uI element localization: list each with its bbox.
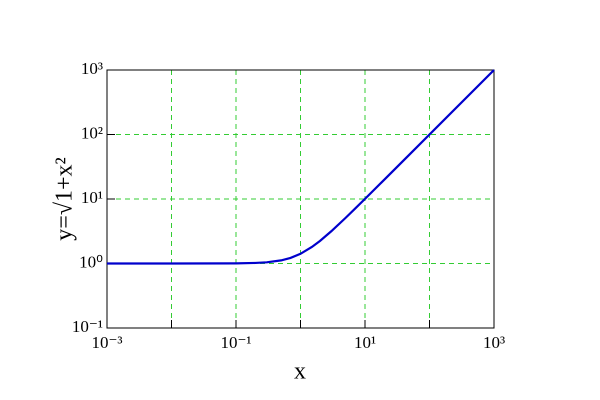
y-tick-label: 10³ (81, 59, 103, 78)
y-tick-label: 10² (81, 123, 103, 142)
y-tick-label: 10¹ (81, 188, 103, 207)
x-tick-label: 10⁻¹ (220, 333, 251, 352)
plot-frame (106, 69, 495, 329)
x-tick-label: 10³ (483, 333, 505, 352)
x-axis-label: x (294, 359, 306, 385)
x-tick-label: 10¹ (354, 333, 376, 352)
x-tick-label: 10⁻³ (91, 333, 122, 352)
y-tick-label: 10⁰ (79, 252, 103, 271)
line (107, 69, 495, 265)
y-axis-label: y=√1+x² (52, 157, 78, 240)
y-tick-label: 10⁻¹ (72, 317, 103, 336)
